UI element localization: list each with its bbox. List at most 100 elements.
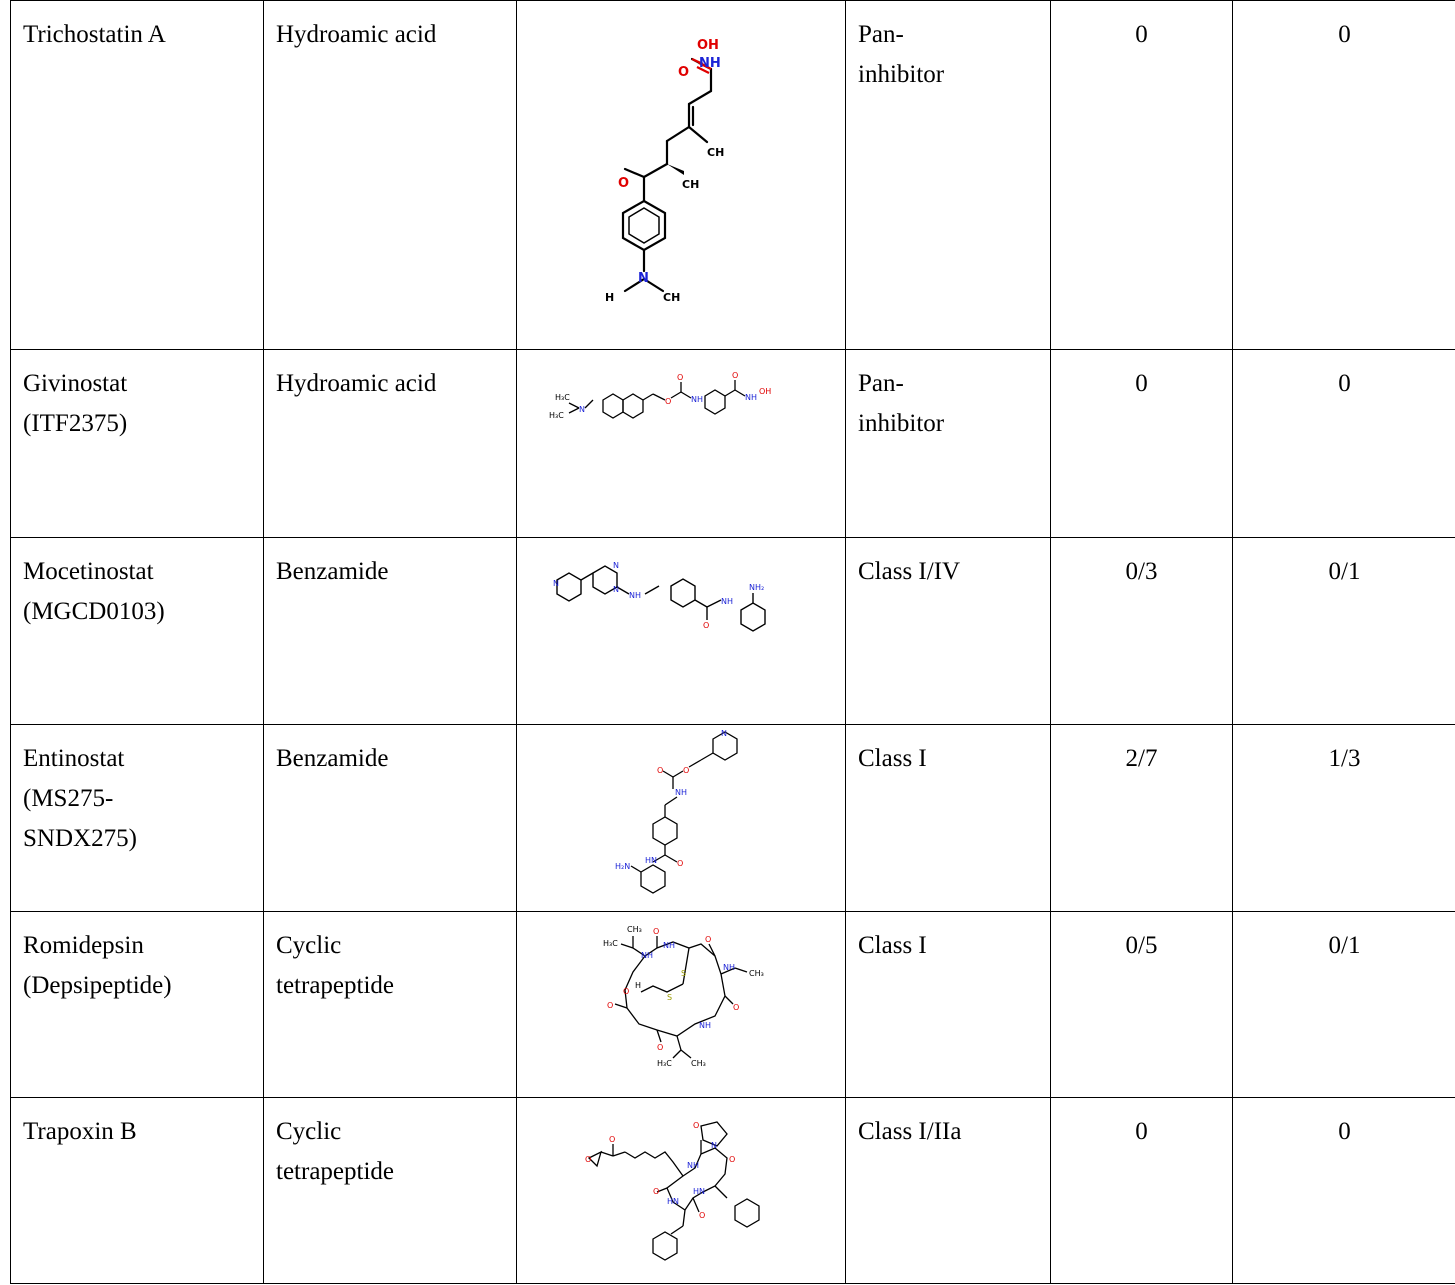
atom-label: NH bbox=[699, 1021, 711, 1030]
compound-name: (MS275- bbox=[23, 785, 114, 812]
compound-name: Givinostat bbox=[23, 370, 128, 397]
table-row: Entinostat (MS275- SNDX275) Benzamide bbox=[10, 724, 1455, 912]
compound-name-cell: Entinostat (MS275- SNDX275) bbox=[10, 724, 264, 912]
value-2: 0 bbox=[1338, 1118, 1351, 1145]
chemical-class-cell: Hydroamic acid bbox=[263, 349, 517, 538]
atom-label: OH bbox=[759, 387, 771, 396]
atom-label: CH₃ bbox=[691, 1059, 706, 1068]
value-2: 0 bbox=[1338, 21, 1351, 48]
structure-cell: N O O NH O HN H₂N bbox=[516, 724, 846, 912]
atom-label: H₃C bbox=[657, 1059, 672, 1068]
compound-name: (ITF2375) bbox=[23, 410, 128, 437]
atom-label: O bbox=[623, 987, 629, 996]
atom-label: S bbox=[667, 993, 672, 1002]
selectivity-label: Class I/IV bbox=[858, 558, 961, 585]
atom-label: O bbox=[677, 859, 683, 868]
value-cell: 0 bbox=[1232, 349, 1455, 538]
trichostatin-a-structure: OH NH O O CH CH N H CH bbox=[605, 38, 724, 304]
value-cell: 0 bbox=[1232, 0, 1455, 350]
table-row: Trapoxin B Cyclic tetrapeptide bbox=[10, 1097, 1455, 1284]
structure-cell: OH NH O O CH CH N H CH bbox=[516, 0, 846, 350]
atom-label: N bbox=[553, 579, 559, 588]
compound-name: Mocetinostat bbox=[23, 558, 154, 585]
value-cell: 0 bbox=[1050, 349, 1233, 538]
atom-label: S bbox=[681, 969, 686, 978]
atom-label: O bbox=[653, 927, 659, 936]
atom-label: H₃C bbox=[555, 393, 570, 402]
atom-label: NH bbox=[629, 591, 641, 600]
chemical-class: Hydroamic acid bbox=[276, 21, 437, 48]
value-cell: 0/1 bbox=[1232, 911, 1455, 1098]
value-1: 0 bbox=[1135, 21, 1148, 48]
atom-label: O bbox=[677, 373, 683, 382]
value-cell: 0/3 bbox=[1050, 537, 1233, 725]
atom-label: N bbox=[638, 271, 649, 286]
structure-cell: O O O N O NH O HN HN O bbox=[516, 1097, 846, 1284]
value-cell: 0/1 bbox=[1232, 537, 1455, 725]
atom-label: O bbox=[678, 65, 689, 80]
chemical-class-cell: Hydroamic acid bbox=[263, 0, 517, 350]
chemical-class-cell: Benzamide bbox=[263, 724, 517, 912]
compound-name-cell: Romidepsin (Depsipeptide) bbox=[10, 911, 264, 1098]
atom-label: N bbox=[613, 585, 619, 594]
givinostat-structure: H₃C H₃C N O O NH O NH OH bbox=[549, 371, 771, 420]
compound-name: Romidepsin bbox=[23, 932, 144, 959]
value-2: 0 bbox=[1338, 370, 1351, 397]
atom-label: HN bbox=[645, 856, 657, 865]
compound-name-cell: Givinostat (ITF2375) bbox=[10, 349, 264, 538]
trapoxin-b-structure: O O O N O NH O HN HN O bbox=[585, 1121, 760, 1261]
atom-label: NH bbox=[745, 393, 757, 402]
chemical-class: Benzamide bbox=[276, 558, 389, 585]
compound-name: (Depsipeptide) bbox=[23, 972, 172, 999]
atom-label: CH bbox=[663, 291, 680, 304]
atom-label: CH bbox=[682, 178, 699, 191]
atom-label: H₃C bbox=[603, 939, 618, 948]
compound-name: SNDX275) bbox=[23, 825, 137, 852]
value-2: 1/3 bbox=[1328, 745, 1361, 772]
atom-label: O bbox=[607, 1001, 613, 1010]
atom-label: NH bbox=[723, 963, 735, 972]
atom-label: NH bbox=[641, 951, 653, 960]
atom-label: N bbox=[711, 1141, 717, 1150]
selectivity-label: inhibitor bbox=[858, 61, 945, 88]
atom-label: NH bbox=[663, 941, 675, 950]
selectivity-cell: Class I/IV bbox=[845, 537, 1051, 725]
compound-name: Trapoxin B bbox=[23, 1118, 137, 1145]
chemical-class-cell: Cyclic tetrapeptide bbox=[263, 1097, 517, 1284]
table-row: Mocetinostat (MGCD0103) Benzamide bbox=[10, 537, 1455, 725]
chemical-class-cell: Benzamide bbox=[263, 537, 517, 725]
atom-label: O bbox=[703, 621, 709, 630]
chemical-class: Benzamide bbox=[276, 745, 389, 772]
selectivity-cell: Class I bbox=[845, 724, 1051, 912]
atom-label: NH bbox=[699, 56, 721, 71]
value-1: 0 bbox=[1135, 1118, 1148, 1145]
atom-label: O bbox=[693, 1121, 699, 1130]
structure-cell: H₃C H₃C N O O NH O NH OH bbox=[516, 349, 846, 538]
value-cell: 0 bbox=[1050, 1097, 1233, 1284]
compound-name: Entinostat bbox=[23, 745, 125, 772]
atom-label: O bbox=[699, 1211, 705, 1220]
value-1: 2/7 bbox=[1125, 745, 1158, 772]
atom-label: CH₃ bbox=[627, 925, 642, 934]
atom-label: OH bbox=[697, 38, 719, 53]
compound-name-cell: Trichostatin A bbox=[10, 0, 264, 350]
atom-label: O bbox=[683, 766, 689, 775]
table-row: Trichostatin A Hydroamic acid bbox=[10, 0, 1455, 350]
chemical-class: Cyclic bbox=[276, 1118, 342, 1145]
selectivity-label: inhibitor bbox=[858, 410, 945, 437]
atom-label: O bbox=[729, 1155, 735, 1164]
atom-label: NH bbox=[675, 788, 687, 797]
atom-label: O bbox=[705, 935, 711, 944]
chemical-class: Hydroamic acid bbox=[276, 370, 437, 397]
hdac-inhibitor-table: Trichostatin A Hydroamic acid bbox=[10, 0, 1455, 1284]
value-cell: 0 bbox=[1050, 0, 1233, 350]
selectivity-label: Pan- bbox=[858, 21, 904, 48]
chemical-class: tetrapeptide bbox=[276, 972, 394, 999]
atom-label: H bbox=[635, 981, 641, 990]
selectivity-cell: Class I/IIa bbox=[845, 1097, 1051, 1284]
atom-label: O bbox=[609, 1135, 615, 1144]
compound-name: Trichostatin A bbox=[23, 21, 166, 48]
atom-label: NH bbox=[721, 597, 733, 606]
selectivity-label: Class I bbox=[858, 932, 927, 959]
atom-label: H₃C bbox=[549, 411, 564, 420]
